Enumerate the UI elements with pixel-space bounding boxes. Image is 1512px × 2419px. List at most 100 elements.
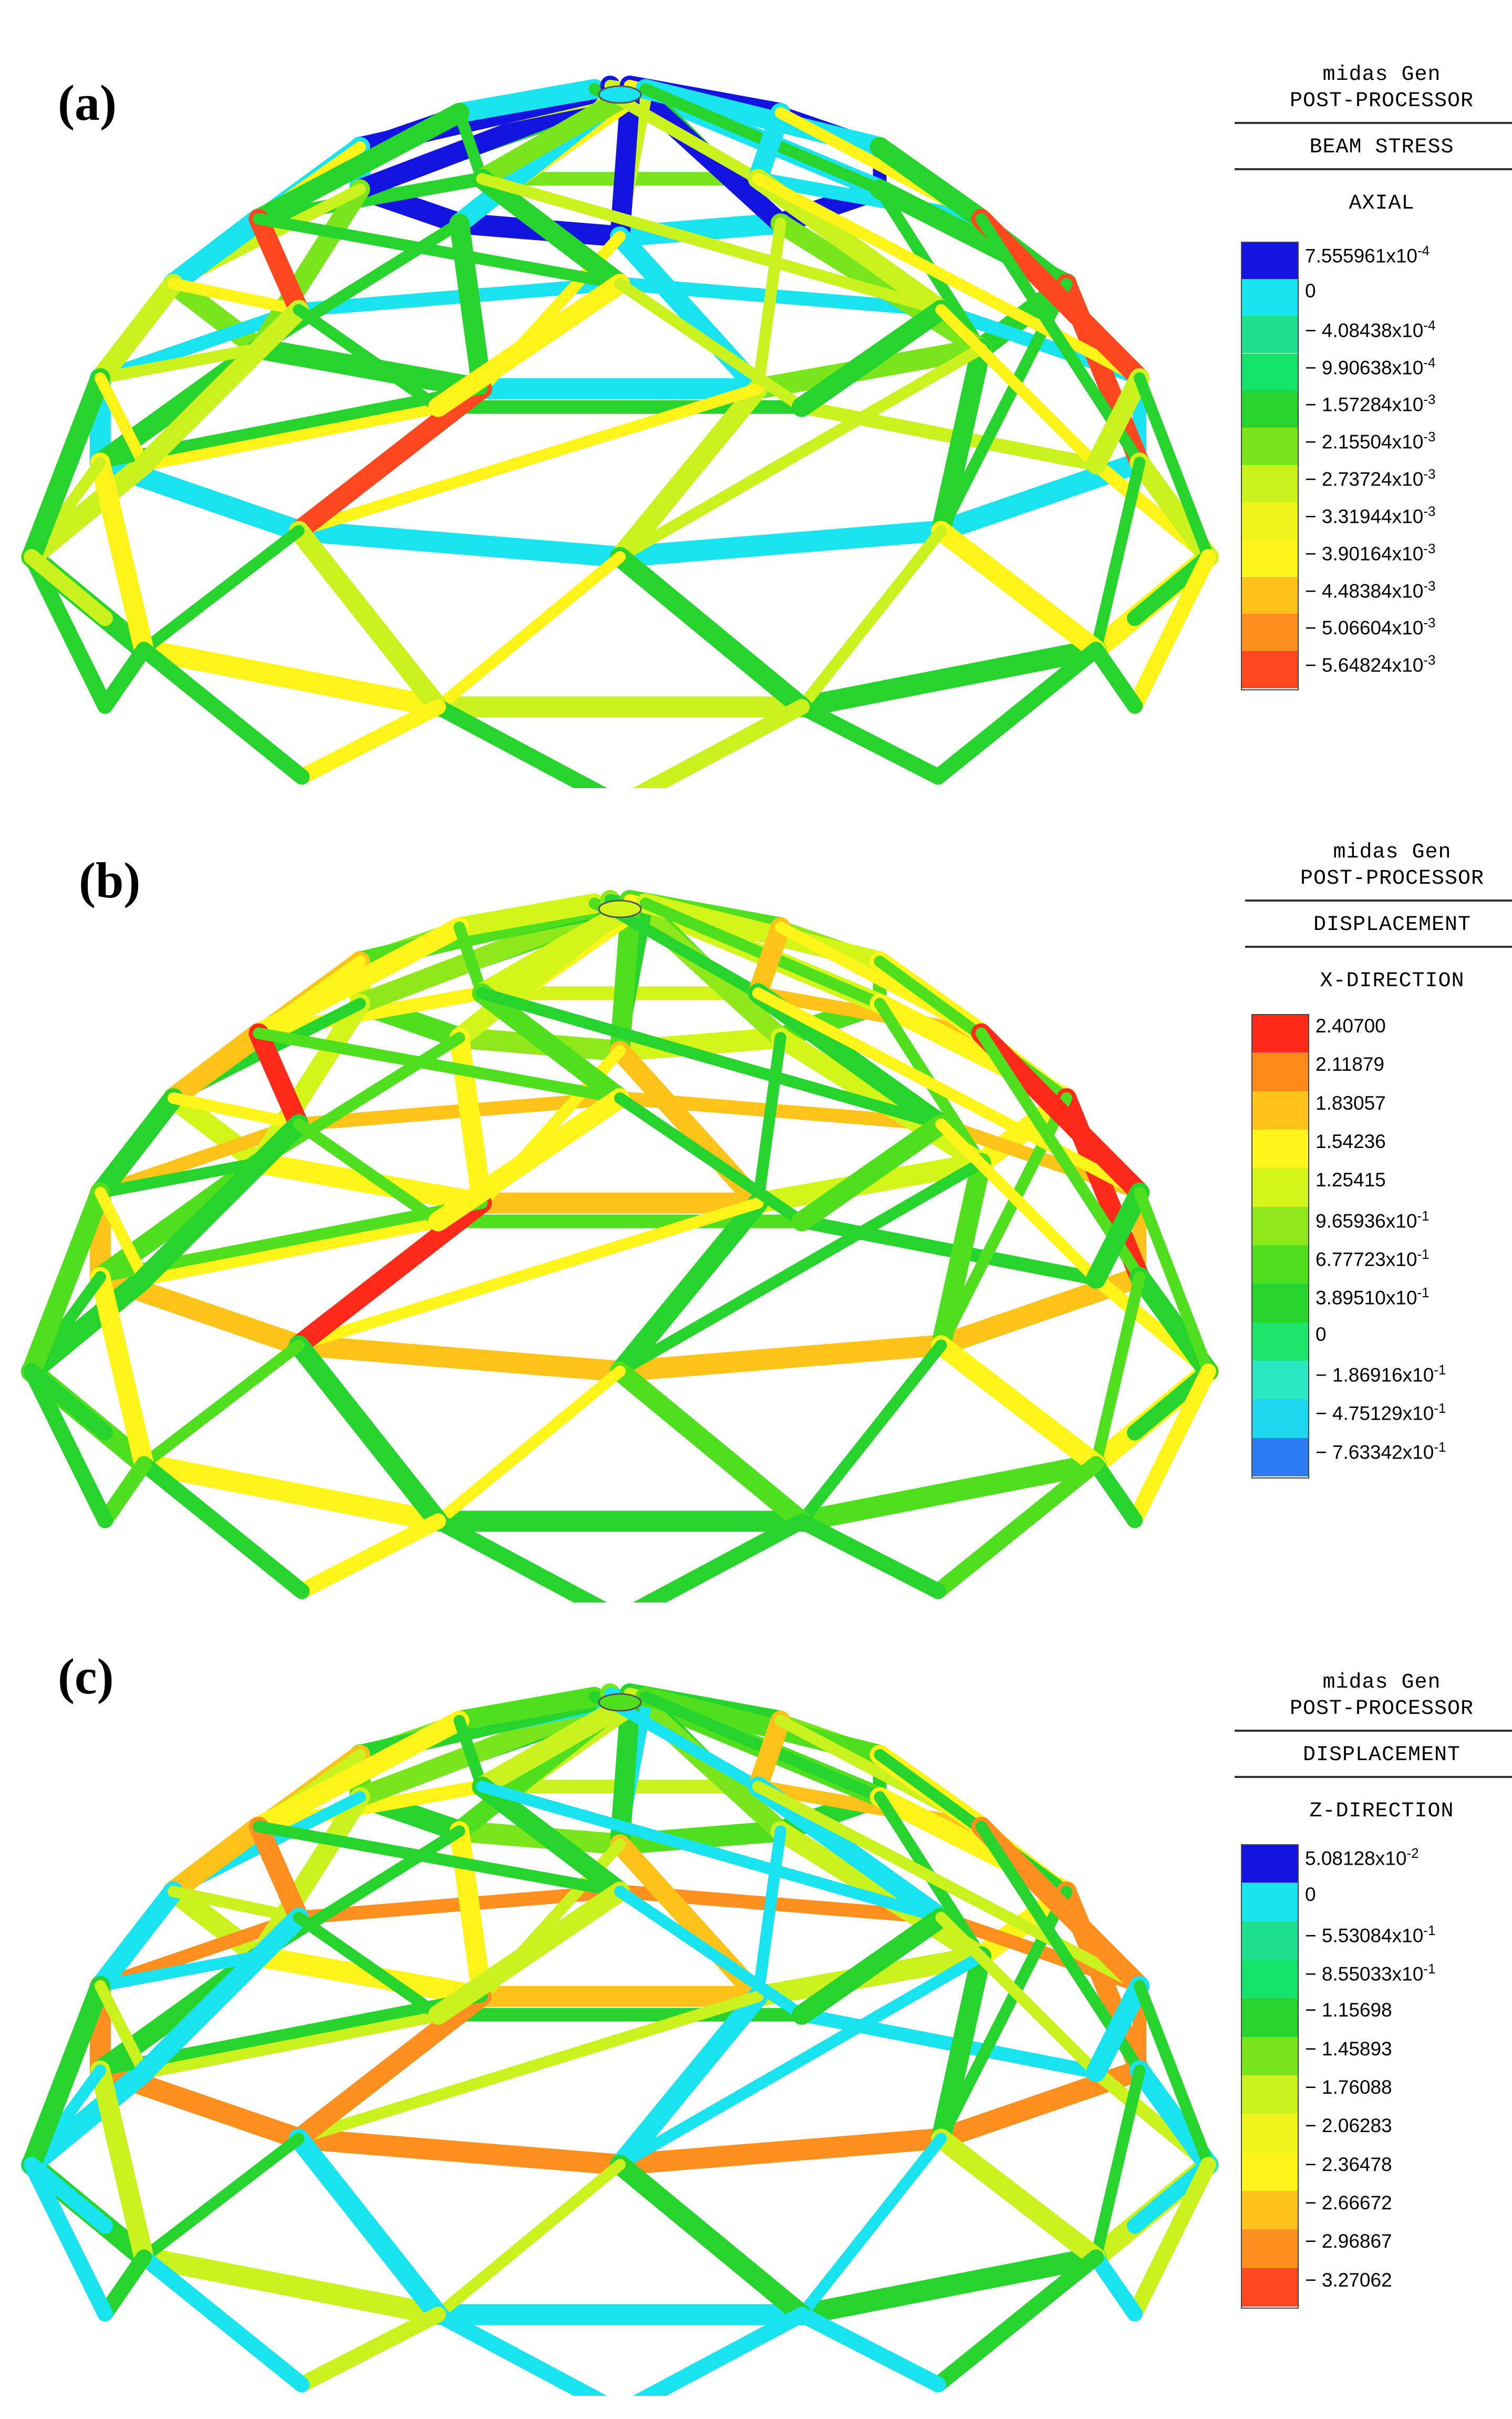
beam-member [293, 1911, 444, 2021]
scale-number: 5.53084x10 [1321, 1924, 1424, 1946]
color-scale: 7.555961x10-4 0− 4.08438x10-4− 9.90638x10… [1241, 242, 1512, 690]
beam-member [24, 2157, 113, 2322]
beam-member [253, 1027, 626, 1104]
beam-member [350, 904, 605, 1014]
beam-member [288, 1986, 492, 2149]
scale-value: − 1.86916x10-1 [1316, 1362, 1446, 1386]
scale-exponent: -1 [1417, 1207, 1430, 1224]
scale-swatch [1251, 1052, 1309, 1091]
beam-member [137, 2008, 445, 2079]
beam-member [796, 2133, 947, 2321]
scale-value: 9.65936x10-1 [1316, 1208, 1430, 1232]
beam-member [453, 107, 488, 185]
legend: midas Gen POST-PROCESSOR BEAM STRESS AXI… [1235, 63, 1512, 715]
scale-number: 4.48384x10 [1321, 580, 1424, 602]
scale-number: 2.11879 [1316, 1053, 1384, 1076]
scale-exponent: -3 [1423, 540, 1436, 556]
scale-exponent: -1 [1423, 1961, 1436, 1977]
beam-member [288, 378, 492, 541]
scale-exponent: -1 [1423, 1922, 1436, 1938]
scale-number: 1.83057 [1316, 1092, 1386, 1114]
scale-sign: − [1305, 2192, 1322, 2214]
legend-software: midas Gen [1322, 63, 1441, 87]
scale-number: 5.08128x10 [1305, 1847, 1407, 1869]
scale-swatch [1241, 576, 1299, 614]
beam-member [930, 2249, 1104, 2393]
beam-member [294, 2307, 446, 2393]
beam-member [472, 983, 630, 1108]
beam-member [609, 520, 952, 567]
beam-member [252, 172, 489, 226]
scale-value: 2.11879 [1316, 1053, 1384, 1076]
beam-member [94, 1186, 150, 1285]
scale-number: 1.45893 [1321, 2038, 1392, 2060]
beam-member [794, 1513, 946, 1599]
scale-number: 5.06604x10 [1321, 617, 1424, 639]
scale-swatch [1251, 1284, 1309, 1322]
beam-member [168, 1092, 305, 1130]
beam-member [163, 1088, 270, 1174]
beam-member [90, 1882, 183, 1996]
scale-swatch [1241, 242, 1299, 279]
beam-member [971, 209, 1150, 388]
beam-member [24, 2157, 113, 2234]
beam-member [614, 1702, 764, 1793]
scale-value: 2.40700 [1316, 1015, 1386, 1037]
scale-swatch [1241, 1883, 1299, 1921]
scale-number: 0 [1316, 1323, 1327, 1345]
beam-member [1088, 1456, 1143, 1528]
beam-member [792, 1907, 951, 2025]
beam-member [428, 1882, 630, 2025]
scale-swatch [1251, 1245, 1309, 1284]
scale-sign: − [1305, 580, 1322, 602]
scale-value: − 2.96867 [1305, 2230, 1392, 2252]
beam-member [610, 2155, 812, 2325]
beam-member [635, 79, 890, 157]
legend-result-type: BEAM STRESS [1309, 136, 1454, 159]
scale-sign: − [1305, 617, 1322, 639]
scale-border [1241, 1844, 1299, 2309]
beam-member [1088, 2249, 1143, 2322]
beam-member [133, 1453, 449, 1532]
scale-swatch [1241, 502, 1299, 540]
panel-label: (c) [58, 1648, 114, 1704]
scale-sign: − [1305, 505, 1322, 528]
scale-value: − 1.57284x10-3 [1305, 391, 1435, 416]
scale-value: − 5.06604x10-3 [1305, 615, 1435, 639]
scale-value: − 4.75129x10-1 [1316, 1400, 1446, 1424]
scale-number: 2.36478 [1321, 2153, 1392, 2175]
beam-member [472, 1776, 630, 1901]
scale-swatch [1241, 539, 1299, 577]
beam-member [428, 274, 630, 417]
scale-swatch [1241, 651, 1299, 688]
scale-swatch [1241, 2114, 1299, 2153]
scale-number: 7.63342x10 [1332, 1441, 1434, 1463]
scale-number: 2.15504x10 [1321, 431, 1424, 453]
beam-member [791, 2247, 1107, 2325]
beam-member [476, 1781, 947, 1924]
scale-sign: − [1305, 542, 1322, 564]
beam-member [430, 699, 607, 788]
scale-swatch [1241, 2268, 1299, 2307]
scale-sign: − [1305, 2038, 1322, 2060]
beam-member [94, 1950, 265, 1992]
beam-member [248, 1946, 493, 2007]
dome-model [21, 1683, 1219, 2396]
scale-sign: − [1316, 1364, 1332, 1386]
scale-value: 1.54236 [1316, 1131, 1386, 1153]
beam-member [21, 453, 154, 567]
scale-exponent: -3 [1423, 391, 1436, 408]
beam-member [137, 1214, 445, 1286]
beam-member [1134, 1186, 1214, 1377]
scale-value: − 4.48384x10-3 [1305, 578, 1435, 602]
beam-member [610, 1193, 768, 1381]
scale-number: 8.55033x10 [1321, 1963, 1424, 1985]
scale-sign: − [1305, 319, 1322, 341]
beam-member [609, 2128, 952, 2175]
scale-sign: − [1305, 2269, 1322, 2291]
beam-member [1134, 1980, 1214, 2170]
beam-member [133, 2247, 449, 2325]
beam-member [22, 368, 110, 567]
beam-member [971, 1816, 1150, 1996]
scale-swatch [1251, 1361, 1309, 1400]
